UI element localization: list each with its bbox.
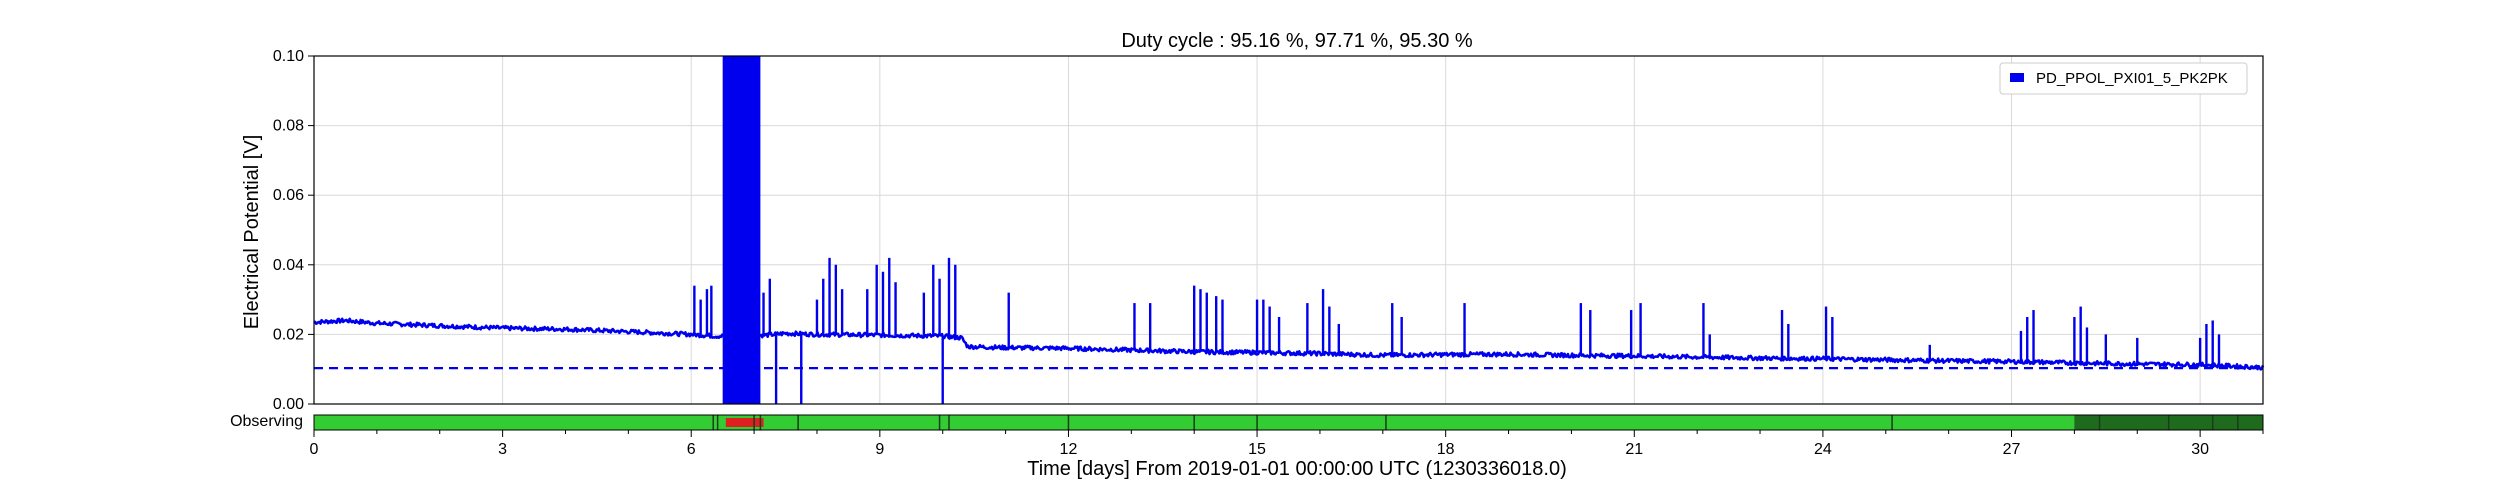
- segment-frame: [313, 414, 2264, 431]
- x-tick-label: 15: [1248, 441, 1266, 458]
- y-tick-label: 0.06: [273, 187, 304, 204]
- y-tick-label: 0.10: [273, 48, 304, 65]
- plot-frame: [313, 55, 2264, 405]
- axes-layer: 0.00 0.02 0.04 0.06 0.08 0.10: [273, 48, 2264, 413]
- x-tick-label: 21: [1625, 441, 1643, 458]
- segment-good: [314, 415, 2263, 430]
- x-tick-label: 3: [498, 441, 507, 458]
- y-axis-label: Electrical Potential [V]: [241, 135, 263, 330]
- legend[interactable]: PD_PPOL_PXI01_5_PK2PK: [1999, 62, 2248, 95]
- x-tick-label: 24: [1814, 441, 1832, 458]
- x-tick-label: 12: [1060, 441, 1078, 458]
- x-axis-label: Time [days] From 2019-01-01 00:00:00 UTC…: [1027, 458, 1567, 480]
- x-tick-label: 18: [1437, 441, 1455, 458]
- chart-title: Duty cycle : 95.16 %, 97.71 %, 95.30 %: [1121, 30, 1473, 52]
- data-layer: [313, 56, 2265, 404]
- legend-swatch: [2010, 73, 2024, 82]
- segment-bar-label: Observing: [230, 413, 303, 430]
- legend-box: [1999, 62, 2248, 95]
- x-tick-label: 0: [310, 441, 319, 458]
- x-tick-label: 9: [875, 441, 884, 458]
- saturated-band: [722, 56, 761, 404]
- legend-label: PD_PPOL_PXI01_5_PK2PK: [2036, 70, 2228, 87]
- x-tick-label: 30: [2191, 441, 2209, 458]
- x-tick-label: 27: [2003, 441, 2021, 458]
- segment-bad: [725, 418, 764, 427]
- series-trace: [313, 317, 2265, 371]
- y-tick-label: 0.08: [273, 118, 304, 135]
- x-tick-label: 6: [687, 441, 696, 458]
- y-tick-label: 0.00: [273, 396, 304, 413]
- y-tick-label: 0.04: [273, 257, 304, 274]
- observing-segment-bar: 0 3 6 9 12 15 18 21 24 27 30: [310, 414, 2264, 458]
- y-tick-label: 0.02: [273, 326, 304, 343]
